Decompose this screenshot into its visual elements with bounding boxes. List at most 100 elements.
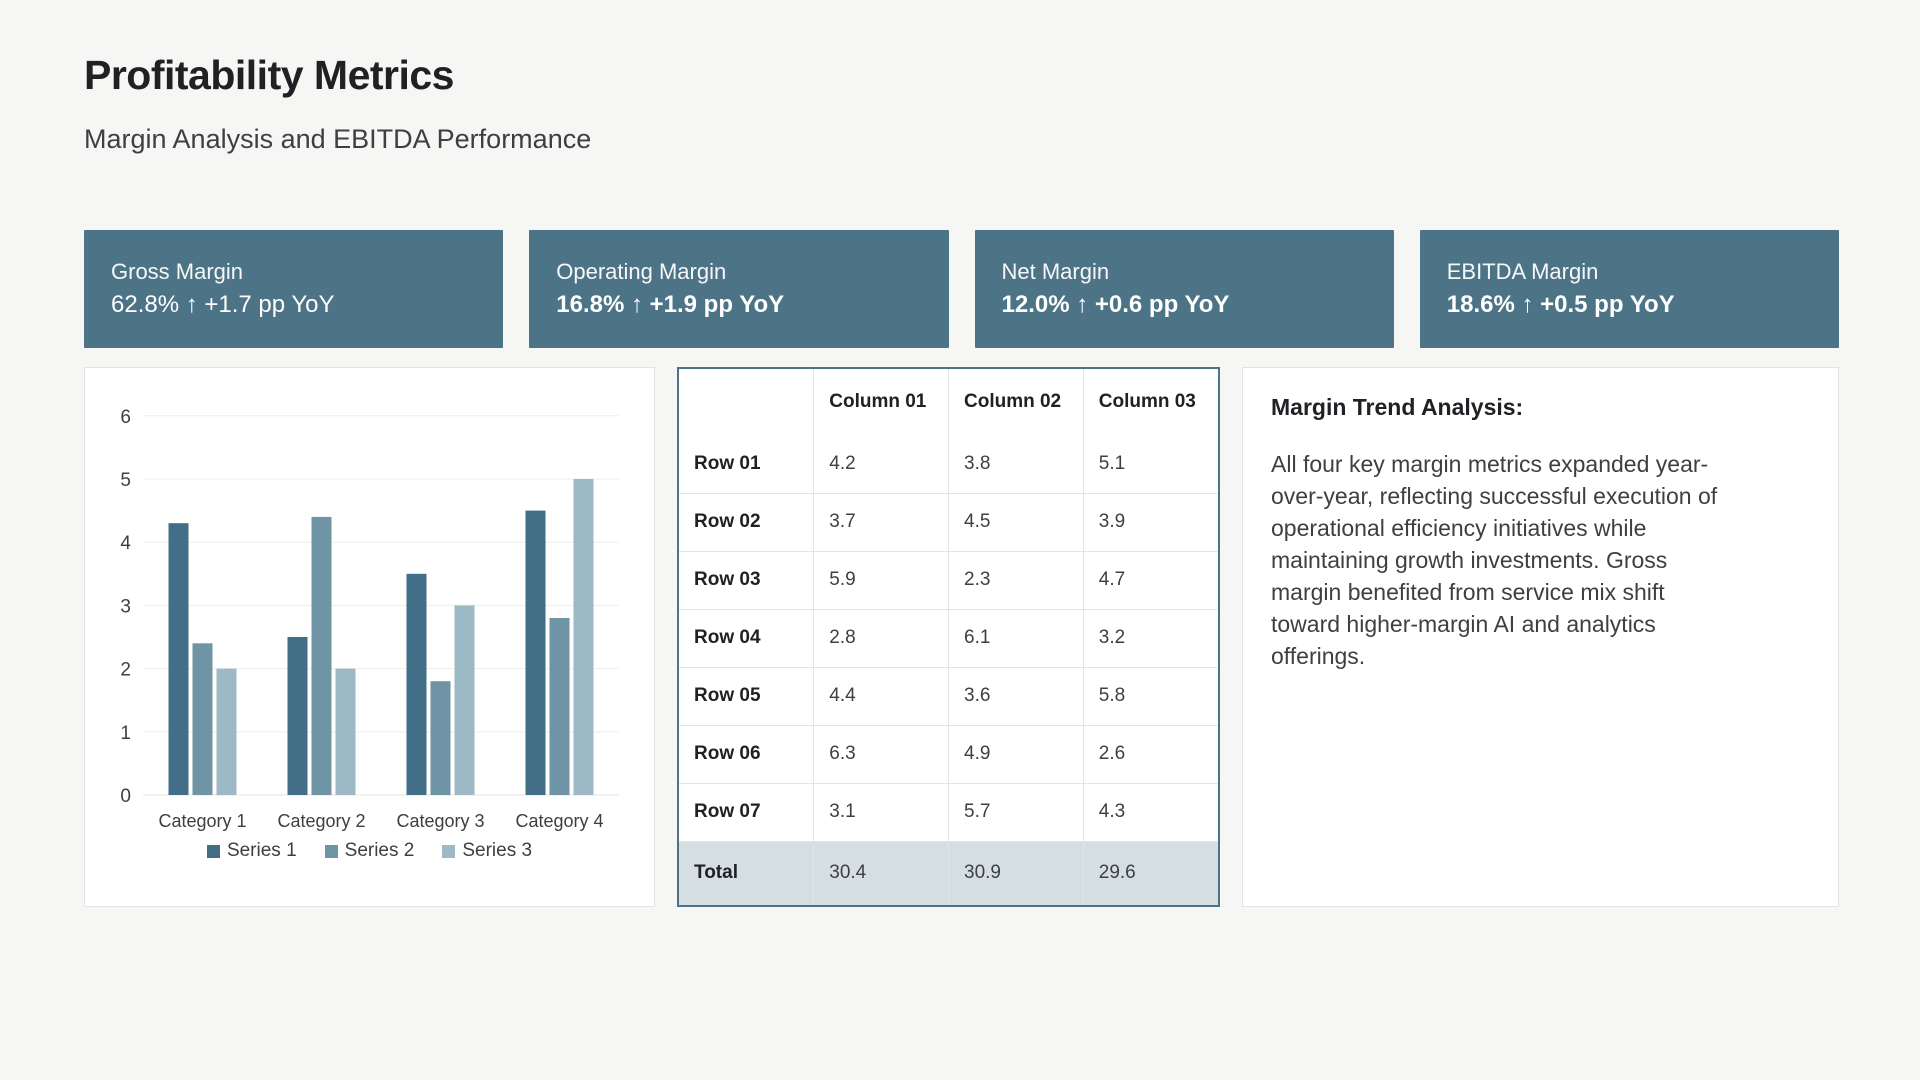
legend-label: Series 3	[462, 840, 533, 861]
x-axis-category-label: Category 2	[277, 811, 365, 831]
row-header: Row 04	[679, 608, 814, 667]
table-cell: 2.6	[1082, 724, 1218, 783]
table-row: Row 06 6.3 4.9 2.6	[679, 724, 1218, 783]
row-header: Row 01	[679, 435, 814, 493]
total-row: Total 30.4 30.9 29.6	[679, 840, 1218, 905]
table-cell: 3.1	[813, 782, 949, 841]
legend-swatch	[442, 844, 456, 858]
page-subtitle: Margin Analysis and EBITDA Performance	[84, 124, 592, 154]
table-cell: 30.4	[813, 840, 949, 905]
table-cell: 2.8	[813, 608, 949, 667]
kpi-card-value: 12.0% ↑ +0.6 pp YoY	[1001, 291, 1230, 319]
table-cell: 4.9	[948, 724, 1084, 783]
kpi-card-value: 62.8% ↑ +1.7 pp YoY	[111, 291, 335, 319]
table-cell: 5.9	[813, 550, 949, 609]
bar-series3-category1	[216, 668, 237, 795]
kpi-card-1: Gross Margin 62.8% ↑ +1.7 pp YoY	[84, 230, 504, 348]
kpi-card-value: 16.8% ↑ +1.9 pp YoY	[556, 291, 785, 319]
chart-legend: Series 1 Series 2 Series 3	[85, 840, 654, 862]
y-axis-tick-label: 2	[120, 660, 131, 681]
legend-item-2: Series 2	[324, 840, 415, 862]
table-cell: 6.3	[813, 724, 949, 783]
kpi-card-2: Operating Margin 16.8% ↑ +1.9 pp YoY	[529, 230, 949, 348]
x-axis-category-label: Category 1	[158, 811, 246, 831]
bar-series3-category2	[335, 668, 356, 795]
column-header	[679, 369, 814, 435]
kpi-card-3: Net Margin 12.0% ↑ +0.6 pp YoY	[974, 230, 1394, 348]
table-cell: 29.6	[1082, 840, 1218, 905]
bar-series2-category4	[549, 618, 570, 795]
table-row: Row 02 3.7 4.5 3.9	[679, 492, 1218, 551]
x-axis-category-label: Category 3	[396, 811, 484, 831]
legend-label: Series 1	[226, 840, 297, 861]
panel-row: 0 1 2 3 4 5 6 Category 1 Category 2 Category 3 Cat…	[84, 367, 1839, 907]
y-axis-tick-label: 3	[120, 596, 131, 617]
bar-series1-category2	[287, 637, 308, 795]
analysis-body: All four key margin metrics expanded yea…	[1271, 451, 1718, 669]
row-header: Row 03	[679, 550, 814, 609]
bar-series1-category3	[406, 573, 427, 795]
legend-item-3: Series 3	[442, 840, 532, 862]
table-row: Row 04 2.8 6.1 3.2	[679, 608, 1218, 667]
table-cell: 3.2	[1082, 608, 1218, 667]
analysis-heading: Margin Trend Analysis:	[1271, 394, 1524, 420]
table-header-row: Column 01 Column 02 Column 03	[679, 369, 1218, 435]
bar-series1-category4	[525, 510, 546, 795]
kpi-card-label: Net Margin	[1001, 258, 1110, 284]
bar-chart-panel: 0 1 2 3 4 5 6 Category 1 Category 2 Category 3 Cat…	[84, 367, 655, 907]
bar-series3-category4	[573, 479, 594, 795]
table-row: Row 03 5.9 2.3 4.7	[679, 550, 1218, 609]
table-cell: 4.4	[813, 666, 949, 725]
kpi-card-value: 18.6% ↑ +0.5 pp YoY	[1446, 291, 1675, 319]
table-cell: 3.9	[1082, 492, 1218, 551]
y-axis-tick-label: 6	[120, 407, 131, 428]
x-axis-category-label: Category 4	[515, 811, 603, 831]
bar-series3-category3	[454, 605, 475, 795]
table-cell: 4.7	[1082, 550, 1218, 609]
legend-item-1: Series 1	[206, 840, 297, 862]
bar-series2-category2	[311, 516, 332, 795]
table-cell: 5.8	[1082, 666, 1218, 725]
data-table: Column 01 Column 02 Column 03 Row 01 4.2 3.8…	[679, 369, 1218, 905]
table-row: Row 05 4.4 3.6 5.8	[679, 666, 1218, 725]
row-header: Row 05	[679, 666, 814, 725]
table-cell: 5.7	[948, 782, 1084, 841]
analysis-panel: Margin Trend Analysis: All four key marg…	[1242, 367, 1839, 907]
row-header: Row 02	[679, 492, 814, 551]
kpi-card-label: Gross Margin	[111, 258, 244, 284]
table-cell: 4.3	[1082, 782, 1218, 841]
table-cell: 30.9	[948, 840, 1084, 905]
row-header: Row 06	[679, 724, 814, 783]
kpi-card-row: Gross Margin 62.8% ↑ +1.7 pp YoY Operating…	[84, 230, 1839, 348]
column-header: Column 03	[1082, 369, 1218, 435]
table-row: Row 01 4.2 3.8 5.1	[679, 435, 1218, 493]
table-cell: 6.1	[948, 608, 1084, 667]
legend-label: Series 2	[344, 840, 415, 861]
table-cell: 4.5	[948, 492, 1084, 551]
y-axis-tick-label: 4	[120, 533, 131, 554]
column-header: Column 02	[948, 369, 1084, 435]
bar-series1-category1	[168, 523, 189, 795]
kpi-card-label: EBITDA Margin	[1446, 258, 1599, 284]
table-cell: 2.3	[948, 550, 1084, 609]
data-table-panel: Column 01 Column 02 Column 03 Row 01 4.2 3.8…	[677, 367, 1220, 907]
y-axis-tick-label: 1	[120, 723, 131, 744]
table-cell: 4.2	[813, 435, 949, 493]
column-header: Column 01	[813, 369, 949, 435]
kpi-card-4: EBITDA Margin 18.6% ↑ +0.5 pp YoY	[1419, 230, 1839, 348]
bar-series2-category1	[192, 643, 213, 795]
bar-chart: 0 1 2 3 4 5 6 Category 1 Category 2 Category 3 Cat…	[120, 407, 619, 831]
legend-swatch	[324, 844, 338, 858]
table-cell: 3.7	[813, 492, 949, 551]
row-header: Row 07	[679, 782, 814, 841]
row-header: Total	[679, 840, 814, 905]
kpi-card-label: Operating Margin	[556, 258, 727, 284]
y-axis-tick-label: 0	[120, 786, 131, 807]
page-title: Profitability Metrics	[84, 52, 454, 98]
table-cell: 5.1	[1082, 435, 1218, 493]
legend-swatch	[206, 844, 220, 858]
table-cell: 3.8	[948, 435, 1084, 493]
y-axis-tick-label: 5	[120, 470, 131, 491]
table-row: Row 07 3.1 5.7 4.3	[679, 782, 1218, 841]
